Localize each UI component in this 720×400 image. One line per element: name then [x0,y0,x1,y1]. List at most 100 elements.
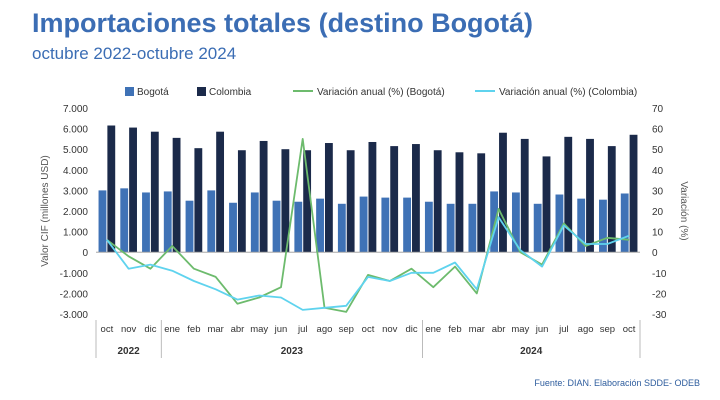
bar-colombia [150,131,159,253]
bar-bogota [446,203,455,253]
bar-colombia [433,150,442,253]
bar-colombia [499,132,507,253]
bar-bogota [142,192,150,253]
x-tick-label: sep [339,324,354,335]
y-tick-label: -2.000 [60,289,89,300]
y-tick-label: 7.000 [63,104,88,115]
bar-bogota [163,191,172,253]
x-tick-label: ene [164,324,180,335]
bar-colombia [368,141,377,253]
y2-tick-label: 10 [652,228,664,239]
legend-swatch [197,87,206,96]
line-var-colombia [106,216,630,311]
bar-colombia [477,153,486,253]
bar-bogota [403,197,412,253]
x-tick-label: sep [600,324,615,335]
x-tick-label: nov [121,324,137,335]
x-tick-label: nov [382,324,398,335]
year-label: 2024 [520,346,543,357]
y-tick-label: 3.000 [63,186,88,197]
bar-bogota [207,190,216,253]
legend-label: Variación anual (%) (Colombia) [499,87,637,98]
bar-bogota [490,191,499,253]
x-tick-label: abr [231,324,245,335]
bar-bogota [98,190,107,253]
bar-bogota [294,201,303,253]
x-tick-label: feb [448,324,461,335]
bar-bogota [555,194,564,253]
bar-colombia [259,140,268,253]
bar-bogota [424,201,433,253]
bar-bogota [250,192,259,253]
y-axis-title: Valor CIF (millones USD) [40,155,51,267]
bar-colombia [172,137,181,253]
bar-bogota [272,200,281,253]
bar-colombia [216,131,225,253]
bar-colombia [107,125,116,253]
y2-axis-title: Variación (%) [678,181,689,240]
bar-colombia [390,146,399,253]
y-tick-label: -1.000 [60,269,89,280]
bar-colombia [303,150,312,253]
y2-tick-label: 50 [652,145,664,156]
x-tick-label: mar [207,324,223,335]
bar-colombia [237,150,246,253]
x-tick-label: dic [144,324,156,335]
page-subtitle: octubre 2022-octubre 2024 [32,44,237,63]
bar-colombia [586,138,594,253]
x-tick-label: feb [187,324,200,335]
legend-label: Bogotá [137,87,169,98]
y2-tick-label: 70 [652,104,664,115]
y2-tick-label: 40 [652,166,664,177]
legend-label: Colombia [209,87,252,98]
bar-bogota [468,203,477,253]
bar-colombia [607,146,616,253]
bar-colombia [520,138,529,253]
bar-colombia [324,143,333,253]
x-tick-label: abr [492,324,506,335]
bar-colombia [412,144,420,253]
y-tick-label: 1.000 [63,228,88,239]
y-tick-label: 2.000 [63,207,88,218]
y-tick-label: 5.000 [63,145,88,156]
x-tick-label: may [250,324,268,335]
x-tick-label: ene [425,324,441,335]
y-tick-label: 4.000 [63,166,88,177]
y-tick-label: -3.000 [60,310,89,321]
bar-bogota [316,198,324,253]
y2-tick-label: -20 [652,289,667,300]
y-tick-label: 6.000 [63,125,88,136]
x-tick-label: mar [469,324,485,335]
x-tick-label: jun [274,324,288,335]
year-label: 2022 [118,346,141,357]
y2-tick-label: -30 [652,310,667,321]
x-tick-label: jul [558,324,569,335]
bar-bogota [533,203,542,253]
x-tick-label: ago [317,324,333,335]
bar-bogota [381,197,390,253]
bar-bogota [229,202,237,253]
bar-colombia [564,136,573,253]
x-tick-label: oct [362,324,375,335]
x-tick-label: dic [405,324,417,335]
bar-colombia [194,148,203,253]
bar-colombia [455,152,464,253]
legend-label: Variación anual (%) (Bogotá) [317,87,445,98]
bar-bogota [120,188,129,253]
bar-bogota [577,198,586,253]
y2-tick-label: 0 [652,248,658,259]
x-tick-label: oct [623,324,636,335]
bar-bogota [359,196,368,253]
x-tick-label: oct [101,324,114,335]
bar-bogota [185,200,194,253]
legend-swatch [125,87,134,96]
y2-tick-label: -10 [652,269,667,280]
bar-colombia [346,150,355,253]
bar-bogota [599,199,607,253]
y2-tick-label: 30 [652,186,664,197]
x-tick-label: may [511,324,529,335]
y2-tick-label: 20 [652,207,664,218]
x-tick-label: jul [297,324,308,335]
bar-colombia [129,127,137,253]
